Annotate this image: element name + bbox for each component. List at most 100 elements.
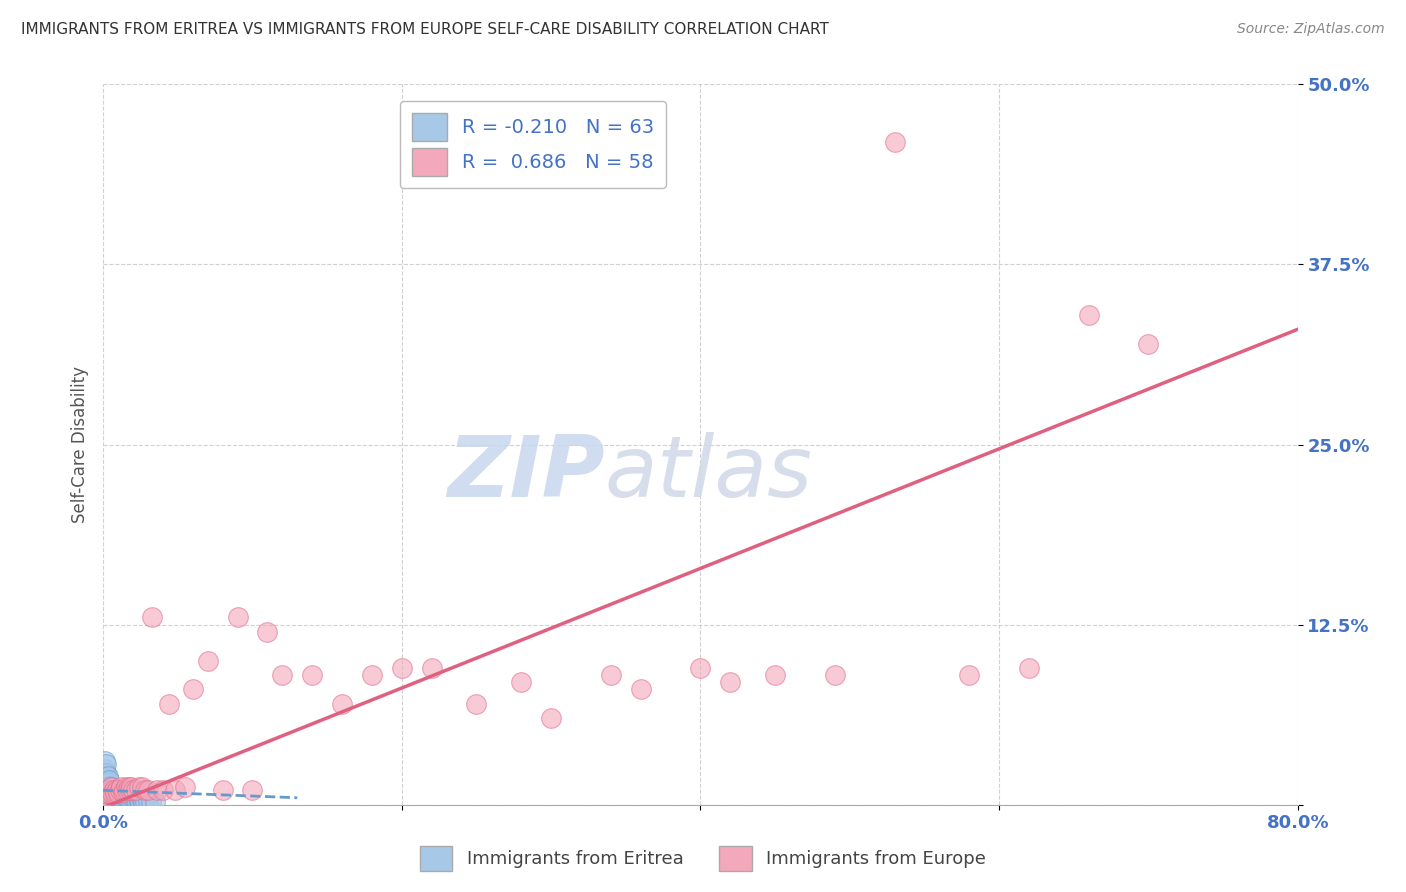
Text: IMMIGRANTS FROM ERITREA VS IMMIGRANTS FROM EUROPE SELF-CARE DISABILITY CORRELATI: IMMIGRANTS FROM ERITREA VS IMMIGRANTS FR… <box>21 22 830 37</box>
Point <box>114 795 136 809</box>
Point <box>97 779 120 793</box>
Point <box>94 776 117 790</box>
Point <box>1077 308 1099 322</box>
Point <box>97 790 120 805</box>
Point <box>141 610 163 624</box>
Point <box>129 795 152 809</box>
Point <box>108 795 131 809</box>
Point <box>94 766 117 780</box>
Point <box>128 795 150 809</box>
Point <box>181 682 204 697</box>
Point <box>108 783 131 797</box>
Point <box>98 783 121 797</box>
Point <box>104 789 127 803</box>
Point <box>957 668 980 682</box>
Point <box>271 668 294 682</box>
Point <box>97 783 120 797</box>
Point <box>121 795 143 809</box>
Point <box>111 795 134 809</box>
Point <box>110 792 132 806</box>
Point <box>824 668 846 682</box>
Point <box>211 783 233 797</box>
Point <box>883 135 905 149</box>
Point <box>103 790 125 805</box>
Point <box>94 786 117 800</box>
Point <box>118 795 141 809</box>
Point <box>112 795 135 809</box>
Point <box>139 795 162 809</box>
Point <box>121 780 143 795</box>
Point <box>134 795 156 809</box>
Point <box>128 780 150 795</box>
Legend: Immigrants from Eritrea, Immigrants from Europe: Immigrants from Eritrea, Immigrants from… <box>412 838 994 879</box>
Point <box>100 783 122 797</box>
Point <box>103 795 125 809</box>
Point <box>510 675 533 690</box>
Point <box>94 772 117 786</box>
Point <box>136 795 159 809</box>
Point <box>197 654 219 668</box>
Point <box>1137 336 1160 351</box>
Point <box>115 793 138 807</box>
Point <box>114 780 136 795</box>
Point <box>361 668 384 682</box>
Point <box>125 795 148 809</box>
Point <box>117 795 139 809</box>
Point <box>124 793 146 807</box>
Point <box>146 783 169 797</box>
Point <box>101 785 124 799</box>
Point <box>391 661 413 675</box>
Point <box>105 783 128 797</box>
Point <box>125 783 148 797</box>
Point <box>93 762 115 776</box>
Point <box>630 682 652 697</box>
Point <box>98 788 121 802</box>
Point <box>152 783 174 797</box>
Point <box>104 786 127 800</box>
Point <box>112 783 135 797</box>
Point <box>256 624 278 639</box>
Point <box>100 780 122 795</box>
Point <box>157 697 180 711</box>
Point <box>101 793 124 807</box>
Point <box>540 711 562 725</box>
Legend: R = -0.210   N = 63, R =  0.686   N = 58: R = -0.210 N = 63, R = 0.686 N = 58 <box>401 102 666 187</box>
Point <box>131 780 153 795</box>
Point <box>107 786 129 800</box>
Point <box>94 757 117 772</box>
Point <box>118 783 141 797</box>
Point <box>97 783 120 797</box>
Point <box>117 780 139 795</box>
Point <box>108 792 131 806</box>
Point <box>100 789 122 803</box>
Point <box>420 661 443 675</box>
Point <box>301 668 323 682</box>
Point <box>718 675 741 690</box>
Point <box>98 786 121 800</box>
Text: ZIP: ZIP <box>447 432 605 515</box>
Point <box>107 795 129 809</box>
Point <box>107 790 129 805</box>
Point <box>174 780 197 795</box>
Text: atlas: atlas <box>605 432 813 515</box>
Point <box>105 790 128 805</box>
Point <box>94 786 117 800</box>
Point <box>115 783 138 797</box>
Point <box>93 776 115 790</box>
Text: Source: ZipAtlas.com: Source: ZipAtlas.com <box>1237 22 1385 37</box>
Point <box>101 786 124 800</box>
Point <box>110 780 132 795</box>
Point <box>100 780 122 795</box>
Point <box>94 790 117 805</box>
Point <box>100 785 122 799</box>
Point <box>330 697 353 711</box>
Point <box>98 773 121 788</box>
Point <box>93 755 115 769</box>
Point <box>103 786 125 800</box>
Point <box>105 795 128 809</box>
Point <box>132 795 155 809</box>
Point <box>131 793 153 807</box>
Point <box>93 783 115 797</box>
Point <box>763 668 786 682</box>
Point <box>134 783 156 797</box>
